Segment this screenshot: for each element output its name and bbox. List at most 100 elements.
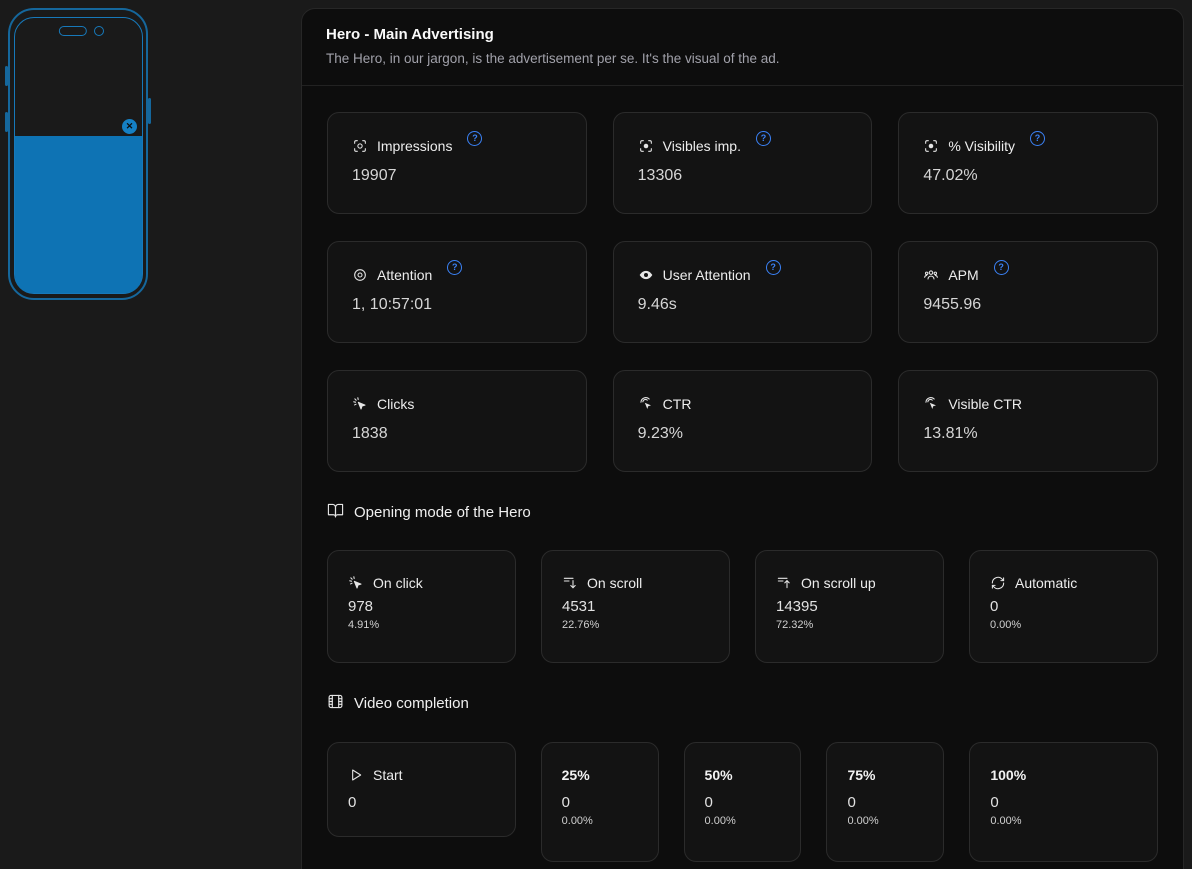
- metric-value: 9455.96: [923, 296, 982, 313]
- video-value: 0: [561, 794, 570, 811]
- section-title: Opening mode of the Hero: [354, 504, 531, 521]
- video-card-50: 50% 0 0.00%: [683, 742, 802, 862]
- metric-value: 13306: [637, 167, 683, 184]
- video-percent: 0.00%: [561, 815, 593, 827]
- opening-percent: 4.91%: [348, 619, 380, 631]
- opening-label: On click: [373, 575, 423, 591]
- metric-label: CTR: [662, 396, 692, 412]
- opening-percent: 22.76%: [562, 619, 600, 631]
- video-value: 0: [990, 794, 999, 811]
- opening-label: On scroll: [587, 575, 643, 591]
- metric-card-user-attention: User Attention ? 9.46s: [612, 241, 873, 343]
- focus-dot-icon: [638, 138, 654, 154]
- metric-label: User Attention: [662, 267, 751, 283]
- metric-card-visible-impressions: Visibles imp. ? 13306: [612, 112, 873, 214]
- metric-card-clicks: Clicks 1838: [327, 370, 587, 472]
- help-icon[interactable]: ?: [1029, 130, 1045, 146]
- video-label: 75%: [847, 767, 876, 783]
- video-percent: 0.00%: [704, 815, 736, 827]
- metric-label: Visibles imp.: [662, 138, 741, 154]
- page-title: Hero - Main Advertising: [326, 26, 494, 43]
- metric-card-ctr: CTR 9.23%: [612, 370, 873, 472]
- opening-card-on-click: On click 978 4.91%: [327, 550, 516, 663]
- metric-value: 9.46s: [637, 296, 677, 313]
- video-label: 25%: [561, 767, 590, 783]
- metric-label: Visible CTR: [948, 396, 1022, 412]
- scroll-down-icon: [562, 575, 578, 591]
- opening-value: 14395: [776, 598, 818, 615]
- video-label: Start: [373, 767, 403, 783]
- metric-label: % Visibility: [948, 138, 1015, 154]
- hero-ad-preview: [15, 136, 142, 293]
- opening-mode-grid: On click 978 4.91% On scroll 4531 22.76%: [327, 550, 1158, 663]
- video-card-100: 100% 0 0.00%: [969, 742, 1158, 862]
- phone-power-button: [148, 98, 151, 124]
- panel-content: Impressions ? 19907 Visibles imp. ? 1330…: [302, 86, 1183, 862]
- video-value: 0: [704, 794, 713, 811]
- video-card-25: 25% 0 0.00%: [540, 742, 659, 862]
- metric-label: APM: [948, 267, 979, 283]
- tap-icon: [638, 396, 654, 412]
- opening-mode-heading: Opening mode of the Hero: [327, 502, 1158, 523]
- metric-card-attention: Attention ? 1, 10:57:01: [327, 241, 587, 343]
- play-icon: [348, 767, 364, 783]
- film-icon: [327, 693, 344, 714]
- metric-value: 9.23%: [637, 425, 684, 442]
- metric-label: Impressions: [377, 138, 453, 154]
- opening-value: 0: [990, 598, 999, 615]
- opening-value: 978: [348, 598, 374, 615]
- users-icon: [923, 267, 939, 283]
- phone-volume-down-button: [5, 112, 8, 132]
- phone-camera-icon: [93, 26, 104, 36]
- metric-card-visibility-percent: % Visibility ? 47.02%: [898, 112, 1158, 214]
- metric-value: 1, 10:57:01: [352, 296, 433, 313]
- page-subtitle: The Hero, in our jargon, is the advertis…: [326, 51, 780, 66]
- scroll-up-icon: [776, 575, 792, 591]
- help-icon[interactable]: ?: [993, 259, 1009, 275]
- metric-label: Clicks: [377, 396, 415, 412]
- book-open-icon: [327, 502, 344, 523]
- opening-percent: 0.00%: [990, 619, 1022, 631]
- video-completion-heading: Video completion: [327, 693, 1158, 714]
- metric-value: 13.81%: [923, 425, 978, 442]
- video-value: 0: [348, 794, 357, 811]
- opening-card-on-scroll: On scroll 4531 22.76%: [541, 550, 730, 663]
- video-card-start: Start 0: [327, 742, 516, 837]
- help-icon[interactable]: ?: [755, 130, 771, 146]
- refresh-icon: [990, 575, 1006, 591]
- eye-filled-icon: [638, 267, 654, 283]
- phone-volume-up-button: [5, 66, 8, 86]
- help-icon[interactable]: ?: [447, 259, 463, 275]
- metric-value: 19907: [352, 167, 397, 184]
- phone-preview: ✕: [5, 8, 151, 300]
- metric-value: 1838: [352, 425, 388, 442]
- phone-screen: ✕: [14, 17, 143, 294]
- metric-card-visible-ctr: Visible CTR 13.81%: [898, 370, 1158, 472]
- opening-card-automatic: Automatic 0 0.00%: [969, 550, 1158, 663]
- help-icon[interactable]: ?: [467, 130, 483, 146]
- opening-label: On scroll up: [801, 575, 876, 591]
- metric-value: 47.02%: [923, 167, 978, 184]
- hero-panel: Hero - Main Advertising The Hero, in our…: [301, 8, 1184, 869]
- focus-icon: [352, 138, 368, 154]
- tap-icon: [923, 396, 939, 412]
- video-completion-grid: Start 0 25% 0 0.00% 50% 0 0.00% 75% 0 0.…: [327, 742, 1158, 862]
- opening-card-on-scroll-up: On scroll up 14395 72.32%: [755, 550, 944, 663]
- focus-dot-icon: [923, 138, 939, 154]
- ad-close-button[interactable]: ✕: [122, 119, 137, 134]
- metric-card-apm: APM ? 9455.96: [898, 241, 1158, 343]
- video-card-75: 75% 0 0.00%: [826, 742, 945, 862]
- opening-label: Automatic: [1015, 575, 1078, 591]
- metric-label: Attention: [377, 267, 433, 283]
- panel-header: Hero - Main Advertising The Hero, in our…: [302, 9, 1183, 86]
- eye-outline-icon: [352, 267, 368, 283]
- opening-percent: 72.32%: [776, 619, 814, 631]
- pointer-click-icon: [352, 396, 368, 412]
- video-label: 50%: [704, 767, 733, 783]
- metric-card-impressions: Impressions ? 19907: [327, 112, 587, 214]
- help-icon[interactable]: ?: [765, 259, 781, 275]
- pointer-click-icon: [348, 575, 364, 591]
- video-value: 0: [847, 794, 856, 811]
- video-label: 100%: [990, 767, 1027, 783]
- video-percent: 0.00%: [990, 815, 1022, 827]
